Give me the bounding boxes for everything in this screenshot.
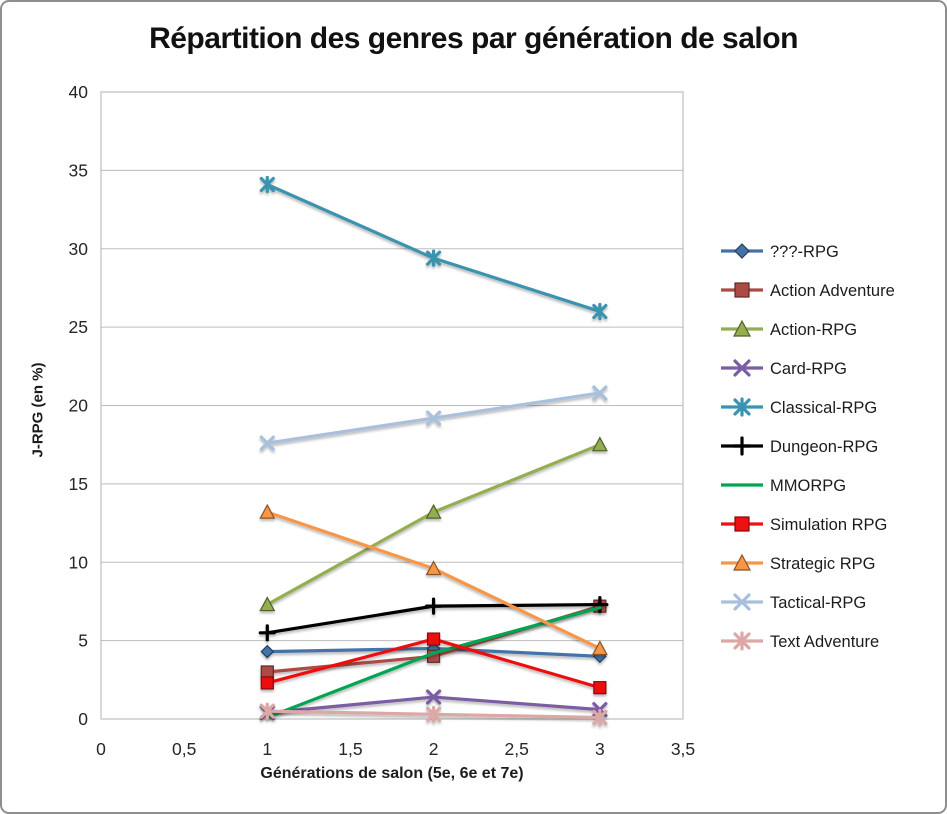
star-marker-icon <box>425 705 442 723</box>
legend-item: Tactical-RPG <box>721 593 866 612</box>
y-axis-label: J-RPG (en %) <box>29 362 47 458</box>
x-tick-label: 0 <box>96 739 106 759</box>
star-marker-icon <box>733 397 751 417</box>
legend-item: Text Adventure <box>721 631 879 651</box>
legend-item: Classical-RPG <box>721 397 877 417</box>
legend-label: Classical-RPG <box>770 399 877 417</box>
y-tick-label: 10 <box>69 552 89 572</box>
legend-label: Dungeon-RPG <box>770 438 878 456</box>
legend-item: Action Adventure <box>721 282 895 300</box>
y-tick-label: 15 <box>69 474 88 494</box>
legend-label: Strategic RPG <box>770 555 875 573</box>
y-tick-label: 0 <box>78 709 88 729</box>
star-marker-icon <box>592 302 608 321</box>
legend-item: Action-RPG <box>721 319 857 339</box>
x-marker-icon <box>259 435 275 451</box>
gridlines <box>100 91 684 720</box>
diamond-marker-icon <box>260 644 275 659</box>
legend-item: Simulation RPG <box>721 516 887 534</box>
legend-item: ???-RPG <box>721 243 839 261</box>
triangle-marker-icon <box>259 596 276 612</box>
legend-label: Action-RPG <box>770 321 857 339</box>
legend-label: Simulation RPG <box>770 516 887 534</box>
square-marker-icon <box>734 282 750 298</box>
star-marker-icon <box>425 249 442 267</box>
square-marker-icon <box>426 632 441 646</box>
x-tick-label: 0,5 <box>172 739 196 759</box>
triangle-marker-icon <box>425 503 442 519</box>
y-tick-label: 30 <box>69 239 89 259</box>
x-tick-label: 1,5 <box>338 739 362 759</box>
series-line <box>265 510 602 651</box>
square-marker-icon <box>593 681 607 695</box>
series-tactical-rpg <box>259 385 608 451</box>
y-tick-label: 20 <box>69 396 89 416</box>
series-action-rpg <box>259 436 608 612</box>
chart-title: Répartition des genres par génération de… <box>149 22 798 55</box>
legend-item: Strategic RPG <box>721 553 875 573</box>
star-marker-icon <box>733 631 751 651</box>
y-tick-label: 40 <box>69 82 89 102</box>
axis-ticks: 0 5 10 15 20 25 30 35 40 0 0,5 1 1,5 2 2,5 3 3,5 <box>69 82 696 759</box>
series-strategic-rpg <box>259 503 608 656</box>
legend-label: Text Adventure <box>770 633 879 651</box>
series-simulation-rpg <box>260 632 607 695</box>
series-line <box>265 182 602 314</box>
triangle-marker-icon <box>259 503 276 519</box>
x-marker-icon <box>425 410 442 426</box>
legend-item: Card-RPG <box>721 359 847 378</box>
legend-label: MMORPG <box>770 477 846 495</box>
x-tick-label: 1 <box>262 739 272 759</box>
legend-label: ???-RPG <box>770 243 839 261</box>
legend: ???-RPG Action Adventure Action-RPG Card-RP… <box>721 243 895 651</box>
square-marker-icon <box>260 676 274 690</box>
series-text-adventure <box>259 702 608 727</box>
x-axis-label: Générations de salon (5e, 6e et 7e) <box>260 765 524 782</box>
square-marker-icon <box>734 516 750 532</box>
data-series <box>258 175 609 727</box>
triangle-marker-icon <box>425 560 442 576</box>
plot-border <box>100 91 684 720</box>
y-tick-label: 5 <box>78 631 88 651</box>
x-tick-label: 2,5 <box>505 739 529 759</box>
y-tick-label: 35 <box>69 160 88 180</box>
x-marker-icon <box>733 359 751 377</box>
plus-marker-icon <box>258 624 276 642</box>
y-tick-label: 25 <box>69 317 88 337</box>
x-tick-label: 3 <box>595 739 605 759</box>
plus-marker-icon <box>424 597 443 615</box>
x-tick-label: 3,5 <box>671 739 695 759</box>
plus-marker-icon <box>732 436 752 456</box>
x-marker-icon <box>733 593 751 611</box>
x-tick-label: 2 <box>429 739 439 759</box>
legend-label: Tactical-RPG <box>770 594 866 612</box>
legend-item: MMORPG <box>721 477 846 495</box>
triangle-marker-icon <box>591 640 608 656</box>
triangle-marker-icon <box>733 319 751 337</box>
series-classical-rpg <box>259 175 608 321</box>
star-marker-icon <box>259 702 275 720</box>
diamond-marker-icon <box>734 243 750 259</box>
star-marker-icon <box>592 708 608 727</box>
square-marker-icon <box>260 665 274 679</box>
legend-item: Dungeon-RPG <box>721 436 878 456</box>
series-line <box>265 443 602 607</box>
legend-label: Action Adventure <box>770 282 895 300</box>
x-marker-icon <box>592 385 608 401</box>
triangle-marker-icon <box>733 553 751 571</box>
legend-label: Card-RPG <box>770 360 847 378</box>
star-marker-icon <box>259 175 275 194</box>
x-marker-icon <box>425 689 442 705</box>
triangle-marker-icon <box>591 436 608 452</box>
